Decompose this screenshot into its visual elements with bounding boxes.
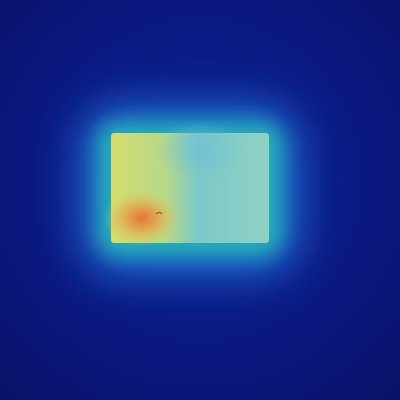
cool-region xyxy=(155,120,245,180)
mark xyxy=(155,212,163,215)
hot-spot xyxy=(104,190,180,246)
